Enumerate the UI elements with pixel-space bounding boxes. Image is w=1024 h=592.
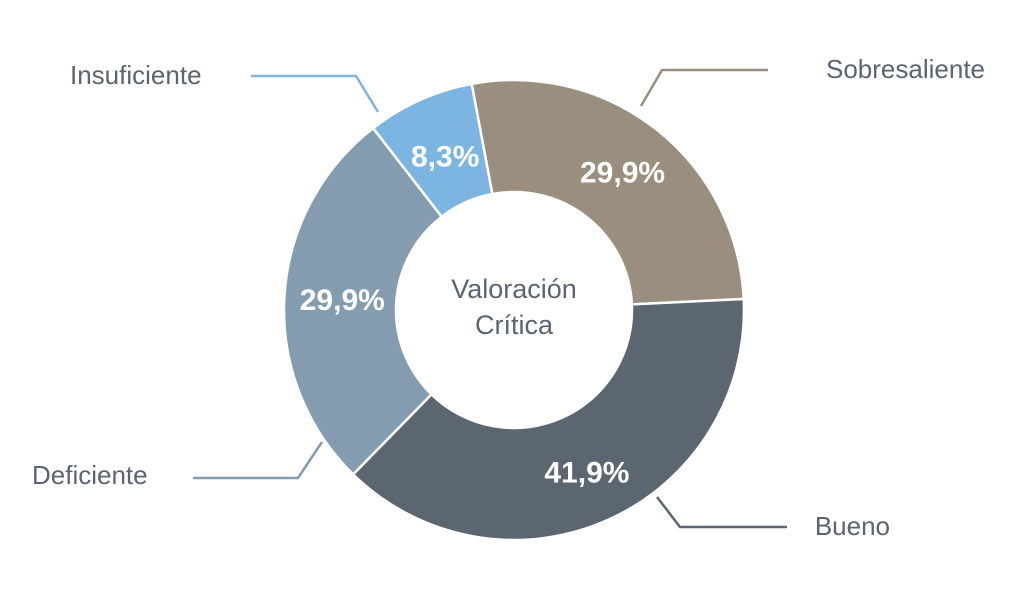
value-label-sobresaliente: 29,9%: [580, 157, 665, 190]
category-label-insuficiente: Insuficiente: [70, 60, 202, 90]
category-labels: Sobresaliente Bueno Deficiente Insuficiente: [32, 54, 985, 541]
slice-insuficiente: [371, 82, 494, 219]
leader-line-deficiente: [193, 441, 324, 480]
leader-lines: [193, 68, 787, 529]
value-label-insuficiente: 8,3%: [411, 141, 479, 174]
category-label-deficiente: Deficiente: [32, 460, 148, 490]
value-labels: 29,9% 41,9% 29,9% 8,3%: [300, 141, 665, 490]
category-label-bueno: Bueno: [815, 511, 890, 541]
slice-deficiente: [282, 126, 444, 477]
value-label-bueno: 41,9%: [544, 456, 629, 489]
slice-bueno: [351, 297, 746, 542]
donut-slices: [282, 78, 746, 542]
leader-line-bueno: [656, 496, 787, 529]
leader-line-insuficiente: [251, 74, 380, 113]
value-label-deficiente: 29,9%: [300, 284, 385, 317]
leader-line-sobresaliente: [639, 68, 768, 107]
center-label-line-1: Valoración: [451, 274, 577, 304]
slice-sobresaliente: [470, 78, 746, 306]
center-label-line-2: Crítica: [475, 310, 554, 340]
category-label-sobresaliente: Sobresaliente: [826, 54, 985, 84]
